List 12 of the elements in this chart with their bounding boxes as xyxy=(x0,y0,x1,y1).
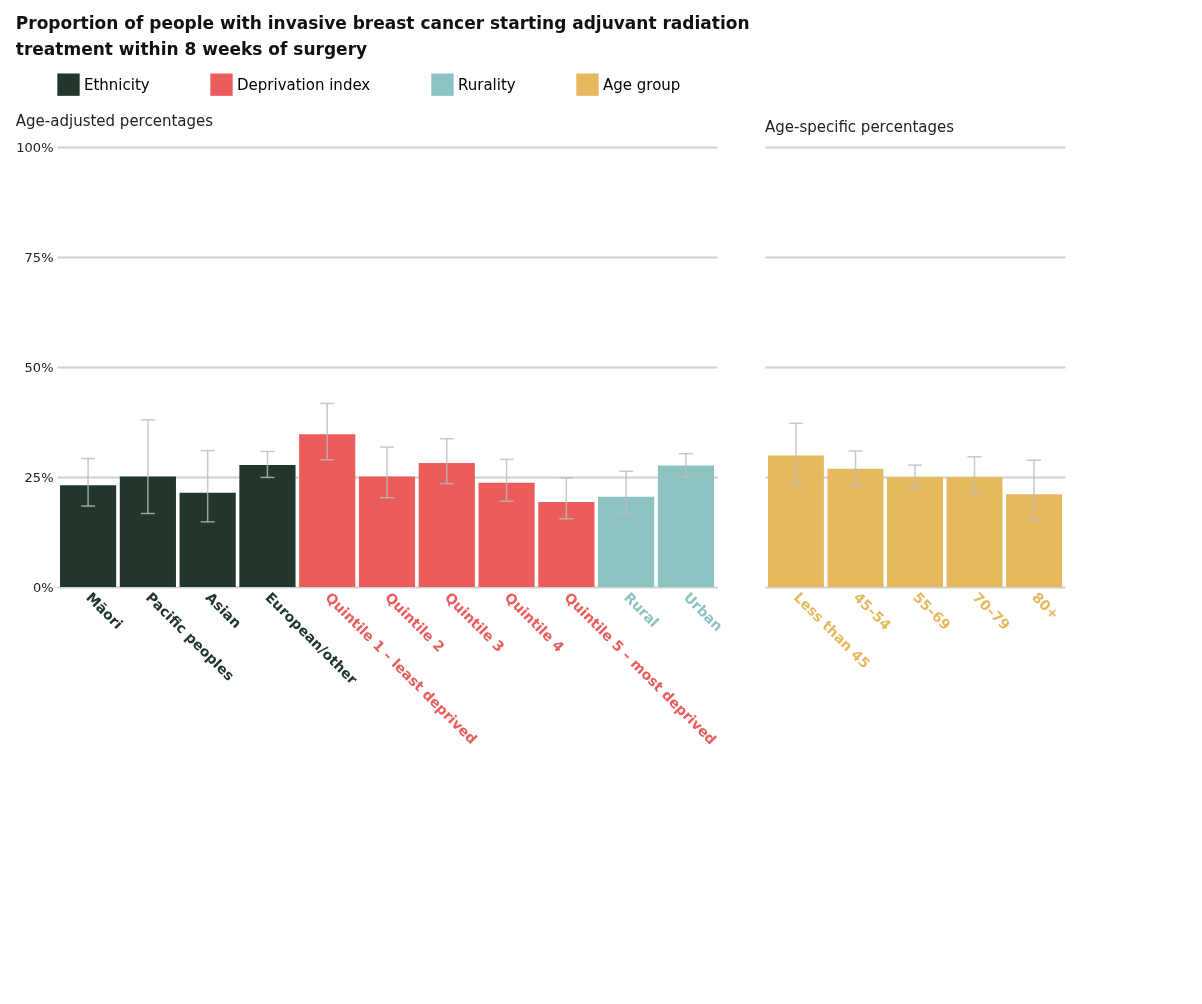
y-tick-label: 100% xyxy=(16,139,54,155)
legend-label: Age group xyxy=(603,75,681,94)
chart-subtitle: Age-specific percentages xyxy=(765,118,955,136)
legend-label: Ethnicity xyxy=(84,75,150,94)
legend-label: Deprivation index xyxy=(237,75,371,94)
legend-label: Rurality xyxy=(458,75,516,94)
y-tick-label: 25% xyxy=(24,469,54,485)
chart-subtitle: Age-adjusted percentages xyxy=(15,112,214,130)
chart-title: Proportion of people with invasive breast cancer starting adjuvant radiation treatment within 8 weeks of surgery xyxy=(15,13,750,59)
y-tick-label: 0% xyxy=(32,579,54,595)
y-tick-label: 75% xyxy=(24,249,54,265)
y-tick-label: 50% xyxy=(24,359,54,375)
